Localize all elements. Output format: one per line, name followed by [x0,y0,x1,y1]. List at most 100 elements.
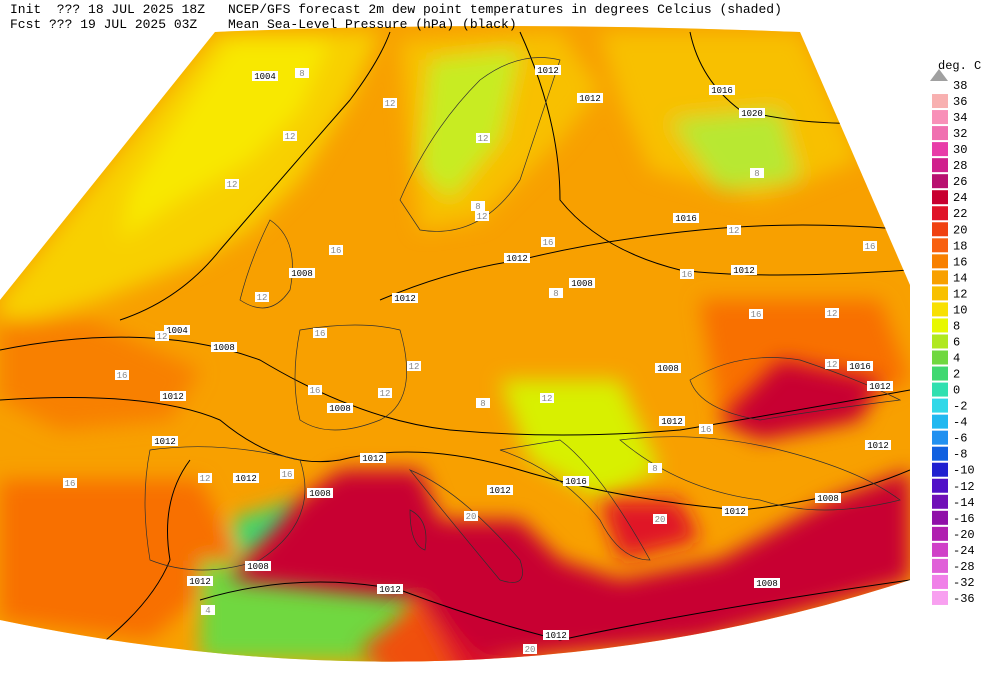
legend-label: 0 [953,384,960,398]
dewpoint-label-bg [63,478,77,488]
legend-swatch [932,478,948,493]
isobar-label: 1008 [291,269,313,279]
isobar-label-bg [739,108,765,118]
isobar-label-bg [709,85,735,95]
isobar-label-bg [289,268,315,278]
legend-label: 12 [953,287,967,301]
dewpoint-label-bg [680,269,694,279]
isobar-label: 1016 [565,477,587,487]
isobar-label-bg [847,361,873,371]
legend-label: 34 [953,111,967,125]
legend-swatch [932,414,948,429]
legend-label: 10 [953,303,967,317]
isobar-label: 1012 [189,577,211,587]
legend-swatch [932,158,948,173]
legend-swatch [932,446,948,461]
legend-swatch [932,270,948,285]
legend-swatch [932,126,948,141]
isobar-label: 1008 [309,489,331,499]
dewpoint-label-bg [464,511,478,521]
isobar-label-bg [577,93,603,103]
isobars [0,31,910,661]
dewpoint-label-bg [283,131,297,141]
legend-label: 24 [953,191,967,205]
legend-label: -28 [953,560,975,574]
dewpoint-label-bg [225,179,239,189]
legend-title: deg. C [938,59,981,73]
dewpoint-label: 16 [682,270,693,280]
legend-swatch [932,542,948,557]
dewpoint-label-bg [523,644,537,654]
isobar-label-bg [535,65,561,75]
dewpoint-label: 8 [475,202,480,212]
dewpoint-label: 20 [525,645,536,655]
legend-label: 14 [953,271,967,285]
legend-swatch [932,238,948,253]
dewpoint-label-bg [295,68,309,78]
isobar-label-bg [722,506,748,516]
isobar-label: 1012 [869,382,891,392]
isobar-label-bg [211,342,237,352]
legend-swatch [932,590,948,605]
dewpoint-label-bg [378,388,392,398]
isobar-label-bg [360,453,386,463]
dewpoint-label: 12 [257,293,268,303]
dewpoint-label: 12 [478,134,489,144]
isobar-label-bg [543,630,569,640]
isobar-label-bg [252,71,278,81]
dewpoint-label-bg [329,245,343,255]
dewpoint-label: 12 [285,132,296,142]
legend-label: -32 [953,576,975,590]
coastlines [144,57,902,583]
legend-swatch [932,110,948,125]
header: Init ??? 18 JUL 2025 18Z Fcst ??? 19 JUL… [10,2,782,32]
legend-swatch [932,510,948,525]
dewpoint-label: 20 [466,512,477,522]
dewpoint-label-bg [407,361,421,371]
isobar-label: 1004 [166,326,188,336]
isobar-label-bg [563,476,589,486]
isobar-label: 1016 [675,214,697,224]
legend-swatch [932,254,948,269]
isobar-label-bg [569,278,595,288]
legend-label: 28 [953,159,967,173]
isobar-label: 1008 [329,404,351,414]
dewpoint-label-bg [255,292,269,302]
dewpoint-label-bg [749,309,763,319]
legend-label: -4 [953,416,967,430]
dewpoint-label: 16 [543,238,554,248]
isobar-label-bg [673,213,699,223]
legend-label: -8 [953,448,967,462]
isobar-label: 1008 [817,494,839,504]
isobar-label-bg [487,485,513,495]
legend-label: -6 [953,432,967,446]
legend-label: 16 [953,255,967,269]
legend-swatch [932,190,948,205]
isobar-label-bg [164,325,190,335]
dewpoint-label: 16 [117,371,128,381]
isobar-label-bg [160,391,186,401]
dewpoint-label: 16 [65,479,76,489]
dewpoint-label: 20 [655,515,666,525]
legend-swatch [932,334,948,349]
dewpoint-label: 16 [315,329,326,339]
forecast-time: Fcst ??? 19 JUL 2025 03Z [10,17,197,32]
legend-label: -36 [953,592,975,606]
isobar-label: 1012 [661,417,683,427]
legend-swatch [932,206,948,221]
legend-label: -10 [953,464,975,478]
isobar-label-bg [504,253,530,263]
dewpoint-label-bg [198,473,212,483]
dewpoint-label-bg [313,328,327,338]
legend-label: 22 [953,207,967,221]
legend-swatch [932,574,948,589]
isobar-label: 1016 [711,86,733,96]
dewpoint-label: 8 [754,169,759,179]
legend-label: 36 [953,95,967,109]
isobar-label: 1012 [537,66,559,76]
legend-label: 30 [953,143,967,157]
isobar-label: 1012 [235,474,257,484]
isobar-label: 1012 [506,254,528,264]
legend-swatch [932,462,948,477]
